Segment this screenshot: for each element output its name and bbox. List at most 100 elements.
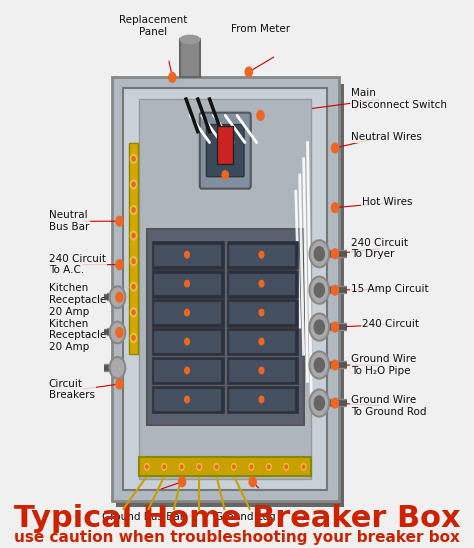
Text: 240 Circuit
To A.C.: 240 Circuit To A.C. [49,254,106,276]
Circle shape [268,465,270,469]
FancyBboxPatch shape [155,389,220,411]
Circle shape [232,464,237,470]
Circle shape [185,252,190,258]
FancyBboxPatch shape [229,361,295,383]
Circle shape [314,320,324,334]
Circle shape [314,247,324,261]
Circle shape [169,72,176,82]
Circle shape [185,396,190,403]
FancyBboxPatch shape [139,99,311,479]
FancyBboxPatch shape [155,332,220,353]
Circle shape [259,338,264,345]
Text: Main
Disconnect Switch: Main Disconnect Switch [351,88,447,110]
Circle shape [198,465,201,469]
Circle shape [259,396,264,403]
FancyBboxPatch shape [155,244,220,266]
Circle shape [130,180,137,189]
Circle shape [314,396,324,410]
Circle shape [116,216,123,226]
Circle shape [310,277,329,304]
Text: 240 Circuit: 240 Circuit [363,319,419,329]
Text: From Meter: From Meter [231,24,290,34]
Text: Kitchen
Receptacle
20 Amp: Kitchen Receptacle 20 Amp [49,283,106,317]
Circle shape [331,322,338,332]
Circle shape [132,182,135,186]
FancyBboxPatch shape [227,270,298,298]
FancyBboxPatch shape [200,113,251,189]
Circle shape [130,308,137,317]
Circle shape [249,477,256,487]
Circle shape [331,360,338,370]
Circle shape [132,259,135,264]
Circle shape [331,398,338,408]
Circle shape [302,465,305,469]
Text: Kitchen
Receptacle
20 Amp: Kitchen Receptacle 20 Amp [49,318,106,352]
Circle shape [109,322,125,344]
Circle shape [214,464,219,470]
Text: use caution when troubleshooting your breaker box: use caution when troubleshooting your br… [14,530,460,545]
Circle shape [132,157,135,161]
Circle shape [146,465,148,469]
Circle shape [233,465,235,469]
FancyBboxPatch shape [111,77,339,501]
Circle shape [185,367,190,374]
Text: Circuit
Breakers: Circuit Breakers [49,379,95,400]
Circle shape [132,310,135,315]
Circle shape [331,143,338,153]
Circle shape [116,260,123,270]
Circle shape [130,155,137,163]
Circle shape [314,283,324,297]
Circle shape [259,281,264,287]
Bar [139,458,311,476]
Circle shape [132,336,135,340]
Text: Ground Lug: Ground Lug [215,512,275,522]
Circle shape [185,338,190,345]
Circle shape [314,358,324,372]
Circle shape [257,111,264,120]
Circle shape [310,313,329,341]
Circle shape [197,464,201,470]
Circle shape [331,249,338,259]
Circle shape [259,309,264,316]
Circle shape [249,464,254,470]
Bar [218,126,233,164]
FancyBboxPatch shape [227,357,298,384]
Circle shape [185,309,190,316]
FancyBboxPatch shape [152,328,224,356]
FancyBboxPatch shape [229,302,295,324]
Text: Neutral Wires: Neutral Wires [351,132,421,142]
Circle shape [331,203,338,213]
Circle shape [116,379,123,389]
Circle shape [259,252,264,258]
Circle shape [109,287,125,308]
FancyBboxPatch shape [155,302,220,324]
Circle shape [145,464,149,470]
FancyBboxPatch shape [123,88,327,490]
Text: Neutral
Bus Bar: Neutral Bus Bar [49,210,89,232]
Text: Replacement
Panel: Replacement Panel [118,15,187,37]
FancyBboxPatch shape [152,386,224,413]
Text: 240 Circuit
To Dryer: 240 Circuit To Dryer [351,237,408,259]
FancyBboxPatch shape [227,386,298,413]
FancyBboxPatch shape [152,270,224,298]
FancyBboxPatch shape [227,299,298,327]
FancyBboxPatch shape [116,84,344,507]
Circle shape [132,233,135,238]
Circle shape [310,390,329,416]
FancyBboxPatch shape [152,241,224,269]
FancyBboxPatch shape [207,124,244,176]
Ellipse shape [180,35,200,43]
Text: Ground Wire
To Ground Rod: Ground Wire To Ground Rod [351,395,426,416]
Circle shape [310,351,329,379]
FancyBboxPatch shape [155,273,220,295]
Circle shape [132,284,135,289]
Circle shape [331,286,338,295]
FancyBboxPatch shape [152,357,224,384]
Bar [129,142,138,354]
Circle shape [116,292,123,302]
Circle shape [179,464,184,470]
Circle shape [130,257,137,265]
Text: Hot Wires: Hot Wires [363,197,413,207]
Bar [180,39,200,77]
Circle shape [109,357,125,379]
